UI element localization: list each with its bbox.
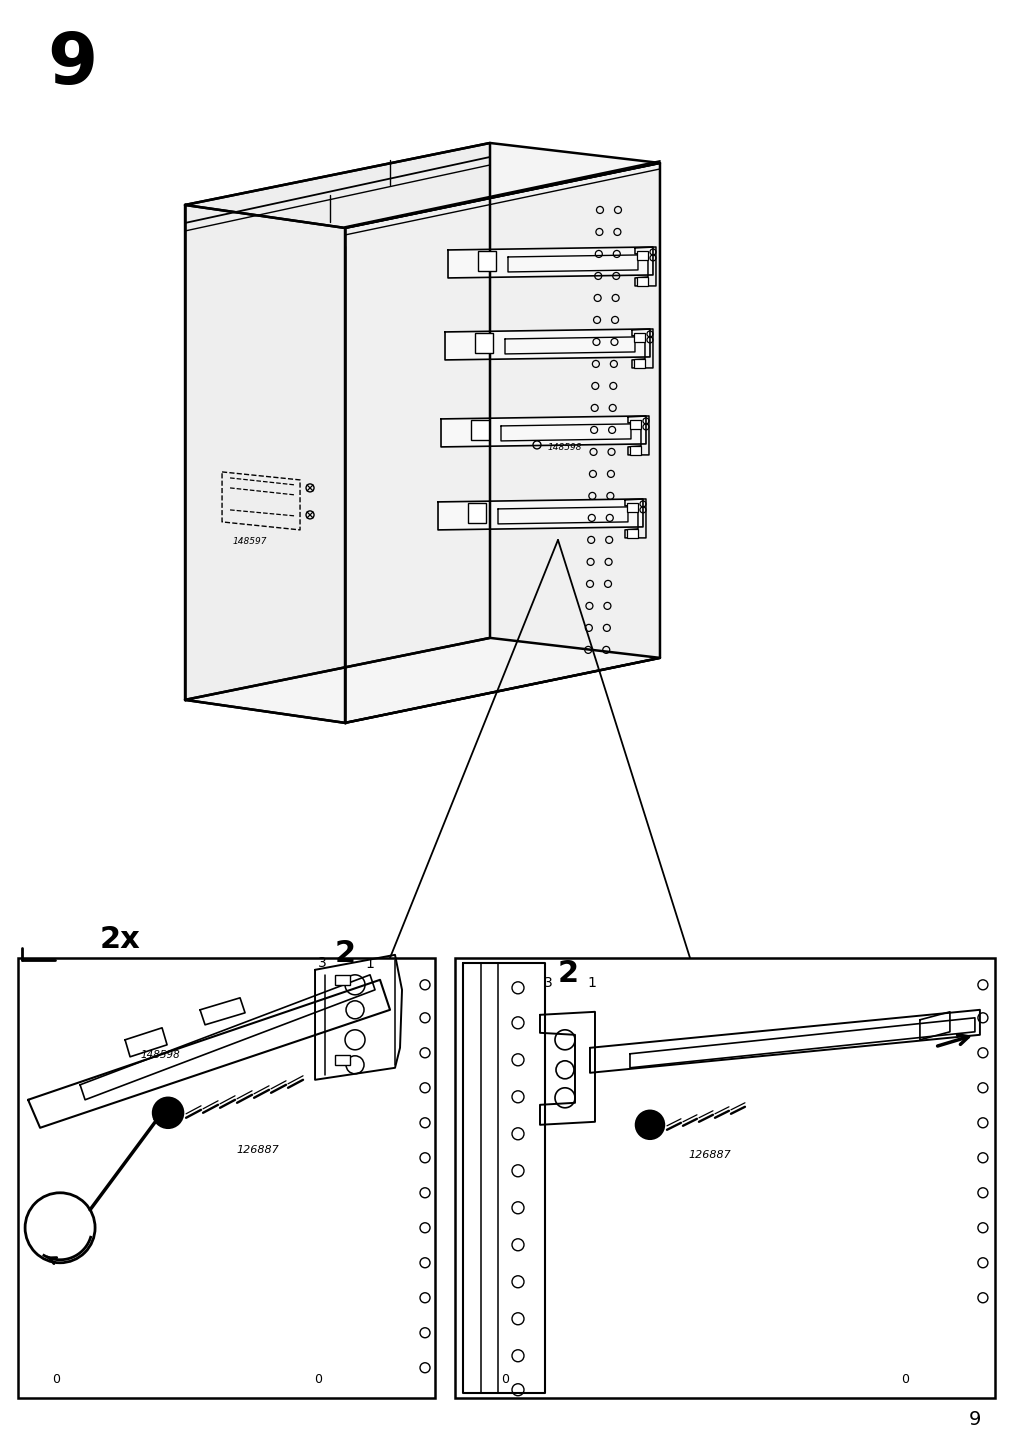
Polygon shape [445,329,649,359]
Polygon shape [463,962,545,1393]
Bar [455,958,994,1398]
Bar [477,251,495,271]
Circle shape [635,1111,663,1138]
Text: 126887: 126887 [687,1150,731,1160]
Text: 1: 1 [587,975,595,990]
Polygon shape [441,415,645,447]
Bar [630,420,640,430]
Polygon shape [125,1028,167,1057]
Text: 9: 9 [968,1411,980,1429]
Bar [636,251,647,261]
Bar [474,332,492,352]
Text: 9: 9 [47,30,97,99]
Bar [470,420,488,440]
Polygon shape [345,163,659,723]
Text: 0: 0 [313,1373,321,1386]
Polygon shape [589,1010,979,1073]
Polygon shape [919,1012,949,1040]
Text: 2: 2 [335,939,355,968]
Text: 148598: 148598 [141,1050,180,1060]
Text: 2x: 2x [100,925,141,954]
Bar [335,975,350,985]
Bar [467,503,485,523]
Text: 148598: 148598 [547,444,582,453]
Polygon shape [185,637,659,723]
Polygon shape [185,143,489,700]
Polygon shape [448,246,652,278]
Text: 0: 0 [500,1373,509,1386]
Polygon shape [200,998,245,1025]
Bar [633,332,644,342]
Bar [630,445,640,455]
Polygon shape [28,979,389,1128]
Polygon shape [185,143,659,228]
Text: 0: 0 [52,1373,60,1386]
Text: 3: 3 [317,955,327,969]
Bar [636,276,647,286]
Text: 0: 0 [900,1373,908,1386]
Text: 3: 3 [543,975,552,990]
Circle shape [153,1098,183,1128]
Bar [335,1055,350,1065]
Bar [627,528,637,538]
Bar [633,359,644,368]
Polygon shape [438,498,642,530]
Bar [627,503,637,511]
Bar [18,958,435,1398]
Text: 126887: 126887 [237,1144,279,1154]
Text: 2: 2 [557,959,578,988]
Text: 148597: 148597 [233,537,267,547]
Text: 1: 1 [365,957,374,971]
